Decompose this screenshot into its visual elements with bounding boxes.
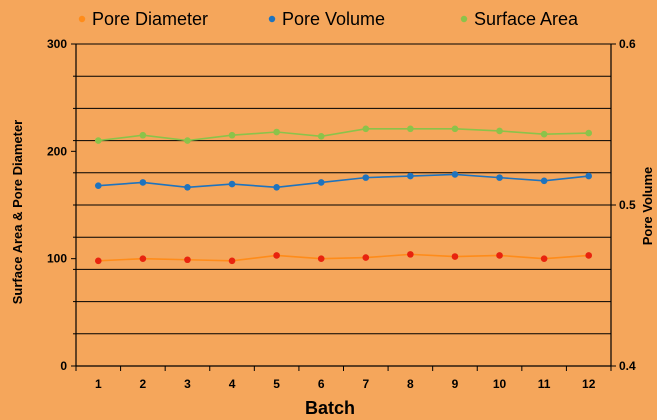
data-point-surface-area (139, 131, 147, 139)
data-point-surface-area (540, 130, 548, 138)
legend: Pore Diameter Pore Volume Surface Area (78, 9, 579, 29)
legend-label-pore-volume: Pore Volume (282, 9, 385, 29)
legend-label-pore-diameter: Pore Diameter (92, 9, 208, 29)
data-point-pore-volume (139, 179, 147, 186)
data-point-pore-diameter (585, 252, 593, 259)
x-tick-label: 11 (538, 377, 551, 391)
x-tick-label: 4 (229, 377, 236, 391)
x-tick-label: 8 (407, 377, 414, 391)
left-y-tick-label: 300 (47, 37, 67, 51)
data-point-pore-volume (94, 182, 102, 189)
gridlines (76, 43, 611, 335)
data-point-pore-diameter (540, 255, 548, 262)
data-point-pore-volume (362, 174, 370, 181)
x-tick-label: 6 (318, 377, 325, 391)
right-y-tick-label: 0.5 (619, 198, 636, 212)
legend-label-surface-area: Surface Area (474, 9, 579, 29)
x-tick-label: 5 (273, 377, 280, 391)
x-tick-label: 7 (362, 377, 369, 391)
data-point-surface-area (273, 128, 280, 136)
x-tick-label: 10 (493, 377, 507, 391)
legend-marker-pore-diameter (78, 15, 86, 23)
data-point-pore-diameter (451, 253, 459, 260)
legend-marker-pore-volume (268, 15, 276, 23)
data-point-surface-area (585, 129, 593, 137)
data-point-surface-area (94, 137, 102, 144)
x-tick-label: 1 (95, 377, 102, 391)
data-point-pore-volume (317, 179, 325, 186)
data-point-pore-diameter (184, 256, 191, 264)
x-tick-label: 9 (452, 377, 459, 391)
x-tick-label: 12 (582, 377, 596, 391)
left-y-tick-label: 100 (47, 252, 67, 266)
data-point-pore-diameter (496, 252, 503, 259)
data-point-pore-volume (184, 183, 191, 191)
left-y-tick-label: 0 (60, 359, 67, 373)
data-point-surface-area (228, 131, 236, 139)
right-y-axis-title: Pore Volume (640, 167, 655, 246)
data-point-pore-volume (540, 177, 548, 185)
data-point-surface-area (451, 125, 459, 133)
data-point-pore-volume (273, 183, 280, 191)
legend-marker-surface-area (460, 15, 468, 23)
data-point-surface-area (496, 127, 503, 135)
series (94, 125, 593, 265)
data-point-surface-area (407, 125, 414, 133)
data-point-pore-diameter (273, 252, 280, 259)
data-point-pore-volume (407, 172, 414, 180)
data-point-pore-diameter (139, 255, 147, 262)
data-point-pore-diameter (362, 254, 370, 261)
data-point-pore-volume (451, 171, 459, 178)
series-line-pore-volume (98, 173, 589, 189)
data-point-surface-area (362, 125, 370, 133)
x-tick-label: 3 (184, 377, 191, 391)
left-y-tick-label: 200 (47, 144, 67, 158)
series-line-pore-diameter (98, 253, 589, 262)
x-tick-label: 2 (140, 377, 147, 391)
right-y-tick-label: 0.4 (619, 359, 636, 373)
data-point-pore-volume (496, 174, 503, 181)
series-line-surface-area (98, 127, 589, 142)
data-point-pore-diameter (317, 255, 325, 262)
data-point-pore-diameter (407, 251, 414, 258)
data-point-pore-diameter (94, 257, 102, 265)
x-axis-title: Batch (305, 398, 355, 418)
data-point-pore-volume (228, 180, 236, 188)
right-y-tick-label: 0.6 (619, 37, 636, 51)
left-y-axis-title: Surface Area & Pore Diameter (10, 120, 25, 305)
data-point-pore-diameter (228, 257, 236, 265)
data-point-pore-volume (585, 172, 593, 180)
data-point-surface-area (317, 133, 325, 140)
data-point-surface-area (184, 137, 191, 144)
